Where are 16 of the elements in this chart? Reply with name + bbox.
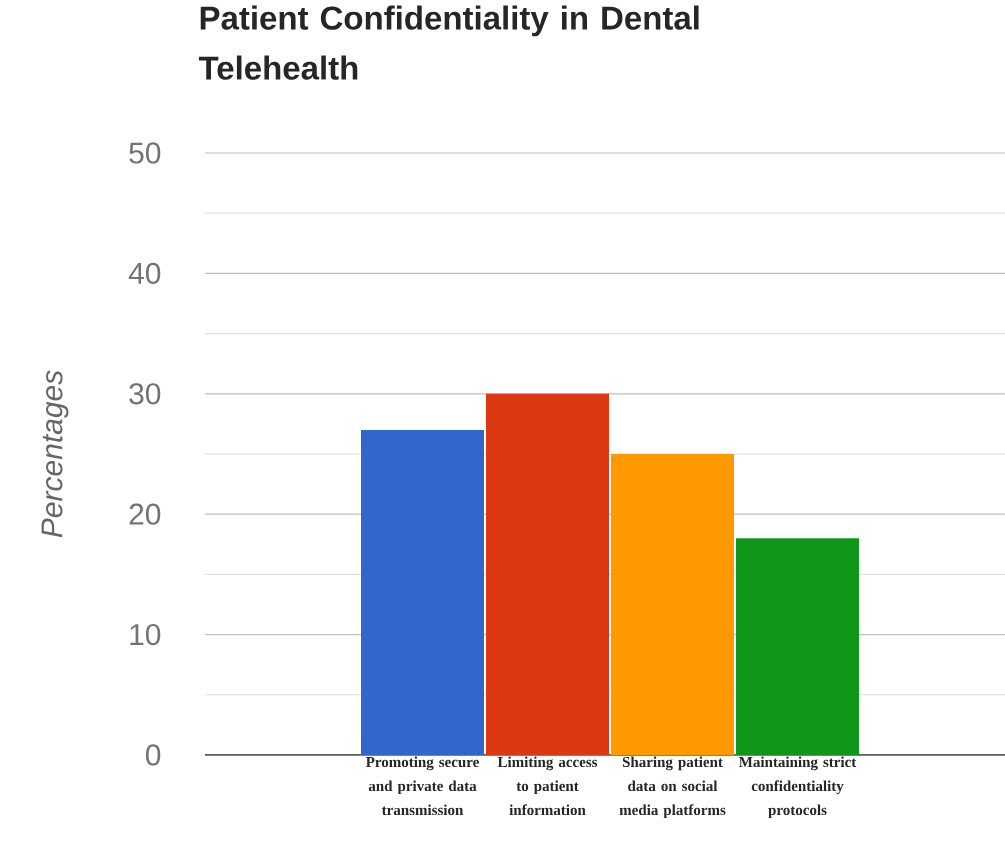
bar (361, 429, 484, 755)
y-axis-title: Percentages (41, 370, 69, 538)
bar (611, 453, 734, 755)
x-tick-label: Maintaining strict confidentiality protocols (739, 756, 857, 819)
y-tick-label: 50 (129, 142, 161, 164)
y-tick-label: 0 (145, 744, 161, 766)
y-tick-label: 30 (129, 383, 161, 405)
x-tick-label: Promoting secure and private data transmission (365, 756, 479, 816)
x-tick-label: Limiting access to patient information (497, 756, 598, 816)
y-tick-label: 20 (129, 503, 161, 525)
bar (736, 538, 859, 755)
bar (486, 393, 609, 755)
x-tick-label: Sharing patient data on social media platforms (619, 756, 726, 819)
y-tick-label: 10 (130, 623, 161, 646)
y-tick-label: 40 (128, 262, 161, 285)
chart-title: Patient Confidentiality in Dental Telehealth (198, 5, 699, 80)
